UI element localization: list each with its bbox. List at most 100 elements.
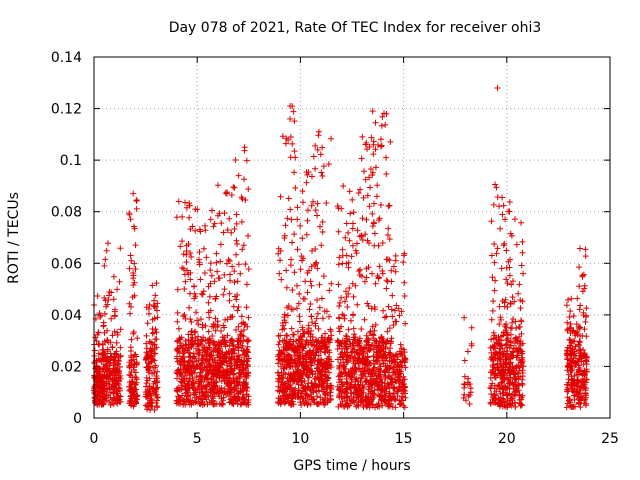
data-point: [109, 376, 116, 383]
plot-frame: [93, 56, 611, 419]
data-point: [387, 345, 394, 352]
data-point: [91, 352, 98, 359]
data-point: [144, 386, 151, 393]
data-point: [205, 370, 212, 377]
data-point: [174, 309, 181, 316]
data-point: [387, 138, 394, 145]
data-point: [229, 263, 236, 270]
data-point: [401, 292, 408, 299]
data-point: [206, 356, 213, 363]
data-point: [361, 316, 368, 323]
data-point: [386, 202, 393, 209]
data-point: [340, 183, 347, 190]
x-tick-label: 0: [90, 431, 99, 447]
data-point: [244, 323, 251, 330]
data-point: [308, 173, 315, 180]
data-point: [110, 388, 117, 395]
data-point: [564, 319, 571, 326]
data-point: [91, 347, 98, 354]
data-point: [92, 334, 99, 341]
data-point: [189, 363, 196, 370]
data-point: [511, 216, 518, 223]
data-point: [112, 366, 119, 373]
data-point: [275, 250, 282, 257]
data-point: [518, 219, 525, 226]
data-point: [100, 375, 107, 382]
data-point: [581, 282, 588, 289]
data-point: [154, 368, 161, 375]
data-point: [102, 297, 109, 304]
data-point: [222, 339, 229, 346]
data-point: [132, 393, 139, 400]
data-point: [494, 245, 501, 252]
data-point: [181, 363, 188, 370]
data-point: [234, 307, 241, 314]
data-point: [461, 314, 468, 321]
data-point: [131, 279, 138, 286]
data-point: [182, 383, 189, 390]
data-point: [359, 215, 366, 222]
data-point: [177, 370, 184, 377]
data-point: [116, 370, 123, 377]
data-point: [180, 401, 187, 408]
data-point: [283, 284, 290, 291]
data-point: [231, 386, 238, 393]
data-point: [307, 278, 314, 285]
data-point: [186, 304, 193, 311]
data-point: [390, 263, 397, 270]
data-point: [300, 199, 307, 206]
data-point: [152, 292, 159, 299]
data-point: [207, 260, 214, 267]
data-point: [206, 293, 213, 300]
data-point: [96, 390, 103, 397]
data-point: [576, 245, 583, 252]
data-point: [174, 286, 181, 293]
data-point: [370, 220, 377, 227]
data-point: [563, 302, 570, 309]
data-point: [235, 304, 242, 311]
data-point: [132, 351, 139, 358]
data-point: [582, 319, 589, 326]
data-point: [93, 400, 100, 407]
data-point: [111, 381, 118, 388]
data-point: [110, 296, 117, 303]
data-point: [203, 254, 210, 261]
data-point: [302, 278, 309, 285]
data-point: [186, 214, 193, 221]
data-point: [319, 229, 326, 236]
data-point: [210, 401, 217, 408]
data-points: [91, 84, 590, 413]
data-point-outlier: [468, 324, 475, 331]
data-point: [126, 379, 133, 386]
data-point: [380, 307, 387, 314]
data-point: [314, 297, 321, 304]
data-point: [203, 375, 210, 382]
data-point: [317, 151, 324, 158]
data-point: [151, 345, 158, 352]
data-point: [148, 403, 155, 410]
data-point: [111, 395, 118, 402]
data-point: [304, 289, 311, 296]
data-point: [185, 240, 192, 247]
data-point: [197, 385, 204, 392]
data-point: [109, 332, 116, 339]
data-point: [496, 203, 503, 210]
data-point: [206, 314, 213, 321]
data-point: [238, 218, 245, 225]
data-point: [276, 270, 283, 277]
data-point: [210, 321, 217, 328]
data-point: [239, 360, 246, 367]
data-point: [201, 269, 208, 276]
data-point: [221, 354, 228, 361]
data-point: [316, 223, 323, 230]
data-point: [197, 228, 204, 235]
y-axis-label: ROTI / TECUs: [6, 192, 22, 284]
data-point: [279, 133, 286, 140]
data-point: [207, 267, 214, 274]
data-point: [357, 266, 364, 273]
data-point: [502, 296, 509, 303]
data-point: [210, 372, 217, 379]
data-point: [243, 375, 250, 382]
data-point: [179, 392, 186, 399]
data-point: [370, 200, 377, 207]
